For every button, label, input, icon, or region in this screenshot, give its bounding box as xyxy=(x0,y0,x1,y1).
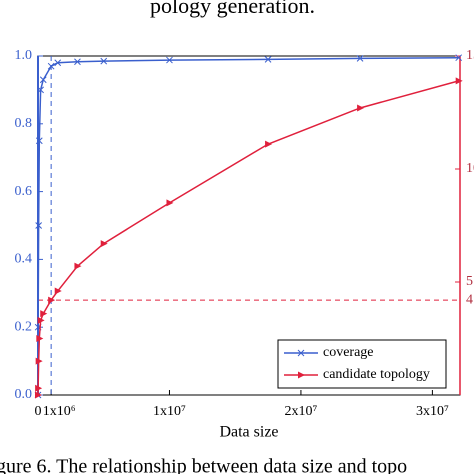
marker xyxy=(100,240,108,248)
marker xyxy=(35,391,42,399)
marker xyxy=(74,262,82,270)
y-tick-label: 0.8 xyxy=(15,116,33,131)
series-line xyxy=(37,80,459,396)
marker xyxy=(54,59,62,67)
x-axis-label: Data size xyxy=(219,424,278,441)
marker xyxy=(166,56,173,64)
marker xyxy=(39,76,47,84)
marker xyxy=(265,140,273,148)
y-tick-label: 0.4 xyxy=(15,252,33,267)
x-tick-label: 1x10⁷ xyxy=(153,404,186,419)
x-tick-label: 2x10⁷ xyxy=(284,404,317,419)
marker xyxy=(36,335,44,342)
legend-label: candidate topology xyxy=(323,367,430,382)
marker xyxy=(35,222,43,229)
marker xyxy=(166,199,174,207)
marker xyxy=(54,287,62,295)
legend-label: coverage xyxy=(323,345,374,360)
y-tick-label: 0.0 xyxy=(15,387,33,402)
marker xyxy=(35,357,43,365)
marker xyxy=(264,56,272,63)
legend-box xyxy=(277,339,447,389)
marker xyxy=(37,316,45,324)
x-tick-label: 0 xyxy=(35,404,42,419)
legend: coverage candidate topology xyxy=(277,339,447,389)
y2-tick-label: 15 xyxy=(466,48,474,63)
caption-bottom: gure 6. The relationship between data si… xyxy=(0,456,407,474)
ref-label: 4 xyxy=(466,292,473,307)
marker xyxy=(40,310,48,318)
caption-top: pology generation. xyxy=(150,0,315,18)
y-tick-label: 0.2 xyxy=(15,319,33,334)
marker xyxy=(357,104,365,112)
marker xyxy=(455,77,463,85)
y-tick-label: 1.0 xyxy=(15,48,33,63)
marker xyxy=(356,55,364,62)
marker xyxy=(74,58,81,66)
x-tick-label: 3x10⁷ xyxy=(416,404,449,419)
legend-marker xyxy=(297,349,305,357)
y-tick-label: 0.6 xyxy=(15,184,33,199)
marker xyxy=(455,54,463,62)
marker xyxy=(35,137,43,145)
marker xyxy=(35,384,43,392)
legend-marker xyxy=(298,371,305,379)
y2-tick-label: 10 xyxy=(466,161,474,176)
marker xyxy=(37,86,44,94)
x-tick-label: 1x10⁶ xyxy=(43,404,76,419)
series-line xyxy=(37,56,459,396)
marker xyxy=(47,62,55,70)
marker xyxy=(48,296,56,304)
y2-tick-label: 5 xyxy=(466,274,473,289)
marker xyxy=(100,57,108,65)
